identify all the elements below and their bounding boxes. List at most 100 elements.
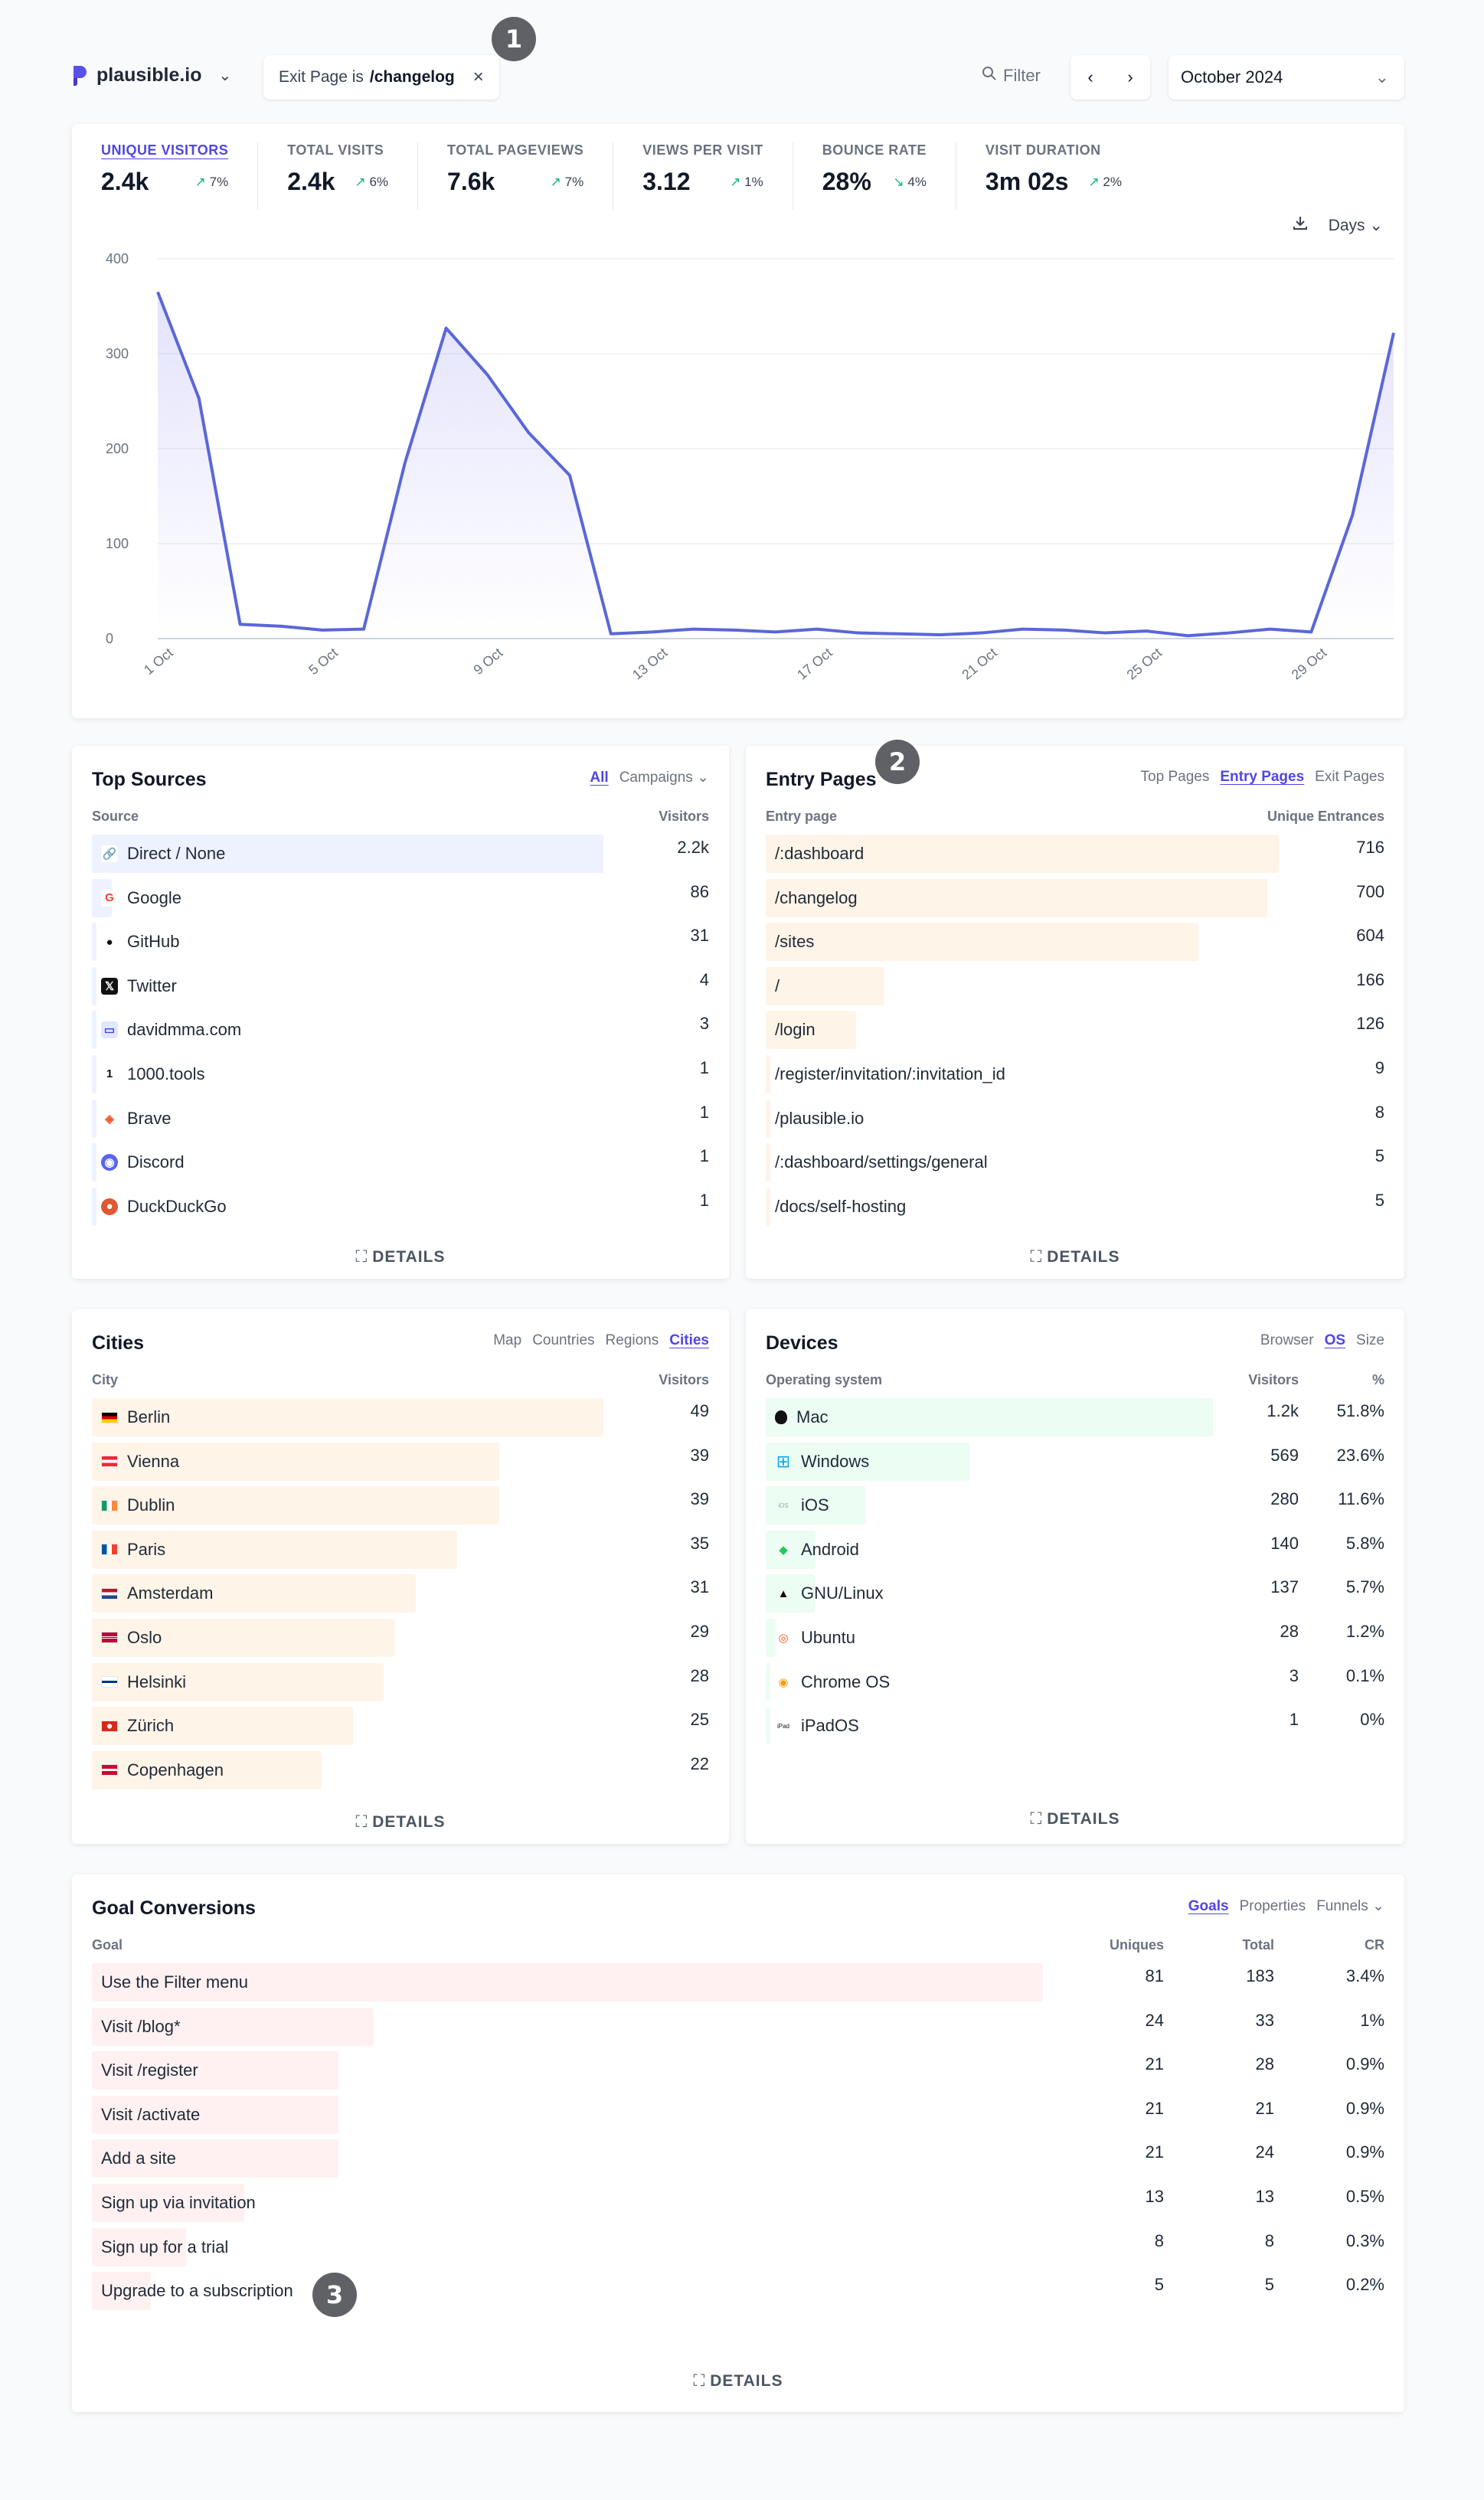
chevron-left-icon[interactable]: ‹ <box>1087 67 1093 87</box>
tab-regions[interactable]: Regions <box>605 1332 659 1348</box>
stat-total-visits[interactable]: TOTAL VISITS 2.4k ↗ 6% <box>287 142 419 210</box>
city-row[interactable]: Helsinki 28 <box>92 1662 709 1708</box>
os-row[interactable]: ◆ Android 140 5.8% <box>766 1530 1384 1575</box>
source-row[interactable]: ● GitHub 31 <box>92 923 709 967</box>
details-button[interactable]: ⛶ DETAILS <box>355 1813 446 1831</box>
data-point[interactable] <box>444 326 449 331</box>
source-row[interactable]: 1 1000.tools 1 <box>92 1054 709 1100</box>
stat-views-per-visit[interactable]: VIEWS PER VISIT 3.12 ↗ 1% <box>642 142 793 210</box>
details-button[interactable]: ⛶ DETAILS <box>1030 1248 1120 1266</box>
data-point[interactable] <box>650 629 655 634</box>
entry-page-row[interactable]: /plausible.io 8 <box>766 1099 1384 1144</box>
series-line[interactable] <box>156 291 1395 638</box>
goal-row[interactable]: Use the Filter menu 81 183 3.4% <box>92 1963 1384 2008</box>
site-switcher[interactable]: plausible.io ⌄ <box>72 64 231 87</box>
source-row[interactable]: ● DuckDuckGo 1 <box>92 1187 709 1232</box>
tab-funnels[interactable]: Funnels ⌄ <box>1316 1898 1384 1914</box>
close-icon[interactable]: × <box>472 67 484 87</box>
data-point[interactable] <box>403 461 407 466</box>
entry-page-row[interactable]: /register/invitation/:invitation_id 9 <box>766 1054 1384 1100</box>
entry-page-row[interactable]: /sites 604 <box>766 923 1384 967</box>
date-picker[interactable]: October 2024 ⌄ <box>1169 55 1404 100</box>
interval-select[interactable]: Days ⌄ <box>1328 216 1383 234</box>
tab-campaigns[interactable]: Campaigns ⌄ <box>619 770 709 786</box>
tab-top-pages[interactable]: Top Pages <box>1140 769 1210 785</box>
entry-page-row[interactable]: /:dashboard/settings/general 5 <box>766 1143 1384 1188</box>
tab-all[interactable]: All <box>590 769 609 786</box>
active-filter-pill[interactable]: Exit Page is /changelog × <box>263 55 499 100</box>
details-button[interactable]: ⛶ DETAILS <box>1030 1810 1120 1828</box>
city-row[interactable]: Amsterdam 31 <box>92 1574 709 1619</box>
source-row[interactable]: ◈ Brave 1 <box>92 1099 709 1144</box>
data-point[interactable] <box>279 624 283 629</box>
data-point[interactable] <box>320 628 325 632</box>
data-point[interactable] <box>1227 631 1231 636</box>
tab-countries[interactable]: Countries <box>532 1332 595 1348</box>
entry-page-row[interactable]: /login 126 <box>766 1011 1384 1055</box>
os-row[interactable]: ◎ Ubuntu 28 1.2% <box>766 1618 1384 1663</box>
source-row[interactable]: G Google 86 <box>92 878 709 923</box>
city-row[interactable]: Zürich 25 <box>92 1707 709 1751</box>
os-row[interactable]: ⊞ Windows 569 23.6% <box>766 1442 1384 1487</box>
data-point[interactable] <box>1021 627 1025 632</box>
tab-properties[interactable]: Properties <box>1239 1897 1306 1914</box>
entry-page-row[interactable]: /:dashboard 716 <box>766 835 1384 879</box>
data-point[interactable] <box>1062 628 1067 632</box>
stat-bounce-rate[interactable]: BOUNCE RATE 28% ↘ 4% <box>822 142 956 210</box>
tab-browser[interactable]: Browser <box>1260 1332 1314 1348</box>
data-point[interactable] <box>856 631 861 636</box>
details-button[interactable]: ⛶ DETAILS <box>693 2372 783 2390</box>
data-point[interactable] <box>815 627 819 632</box>
data-point[interactable] <box>1391 331 1396 335</box>
source-row[interactable]: ▭ davidmma.com 3 <box>92 1011 709 1055</box>
goal-row[interactable]: Visit /activate 21 21 0.9% <box>92 2095 1384 2140</box>
city-row[interactable]: Dublin 39 <box>92 1486 709 1531</box>
data-point[interactable] <box>485 372 489 377</box>
os-row[interactable]: iPad iPadOS 1 0% <box>766 1707 1384 1751</box>
data-point[interactable] <box>938 632 943 637</box>
data-point[interactable] <box>567 473 572 478</box>
download-icon[interactable] <box>1292 214 1309 236</box>
source-row[interactable]: 𝕏 Twitter 4 <box>92 966 709 1011</box>
data-point[interactable] <box>238 622 243 626</box>
data-point[interactable] <box>155 289 160 294</box>
data-point[interactable] <box>1103 631 1107 636</box>
source-row[interactable]: ◉ Discord 1 <box>92 1143 709 1188</box>
stat-total-pageviews[interactable]: TOTAL PAGEVIEWS 7.6k ↗ 7% <box>447 142 614 210</box>
goal-row[interactable]: Sign up for a trial 8 8 0.3% <box>92 2227 1384 2273</box>
data-point[interactable] <box>897 632 901 636</box>
os-row[interactable]: iOS iOS 280 11.6% <box>766 1486 1384 1531</box>
goal-row[interactable]: Visit /blog* 24 33 1% <box>92 2007 1384 2052</box>
os-row[interactable]: ▲ GNU/Linux 137 5.7% <box>766 1574 1384 1619</box>
goal-row[interactable]: Add a site 21 24 0.9% <box>92 2139 1384 2184</box>
tab-entry-pages[interactable]: Entry Pages <box>1220 769 1305 785</box>
data-point[interactable] <box>1144 629 1149 633</box>
details-button[interactable]: ⛶ DETAILS <box>355 1248 446 1266</box>
city-row[interactable]: Berlin 49 <box>92 1398 709 1443</box>
os-row[interactable]: Mac 1.2k 51.8% <box>766 1398 1384 1443</box>
source-row[interactable]: 🔗 Direct / None 2.2k <box>92 835 709 879</box>
data-point[interactable] <box>197 396 201 400</box>
filter-button[interactable]: Filter <box>982 66 1041 86</box>
data-point[interactable] <box>773 629 778 634</box>
data-point[interactable] <box>691 627 695 632</box>
goal-row[interactable]: Sign up via invitation 13 13 0.5% <box>92 2183 1384 2228</box>
data-point[interactable] <box>732 628 737 632</box>
data-point[interactable] <box>1185 633 1190 638</box>
data-point[interactable] <box>1268 627 1273 632</box>
tab-os[interactable]: OS <box>1324 1332 1346 1348</box>
tab-size[interactable]: Size <box>1356 1332 1384 1348</box>
tab-goals[interactable]: Goals <box>1188 1897 1229 1914</box>
data-point[interactable] <box>1350 513 1355 518</box>
data-point[interactable] <box>361 627 366 632</box>
data-point[interactable] <box>1309 629 1313 634</box>
tab-exit-pages[interactable]: Exit Pages <box>1315 769 1384 785</box>
entry-page-row[interactable]: / 166 <box>766 966 1384 1011</box>
tab-map[interactable]: Map <box>493 1332 522 1348</box>
city-row[interactable]: Vienna 39 <box>92 1442 709 1487</box>
city-row[interactable]: Paris 35 <box>92 1530 709 1575</box>
city-row[interactable]: Oslo 29 <box>92 1618 709 1663</box>
entry-page-row[interactable]: /docs/self-hosting 5 <box>766 1187 1384 1232</box>
tab-cities[interactable]: Cities <box>669 1332 709 1348</box>
stat-unique-visitors[interactable]: UNIQUE VISITORS 2.4k ↗ 7% <box>101 142 259 210</box>
